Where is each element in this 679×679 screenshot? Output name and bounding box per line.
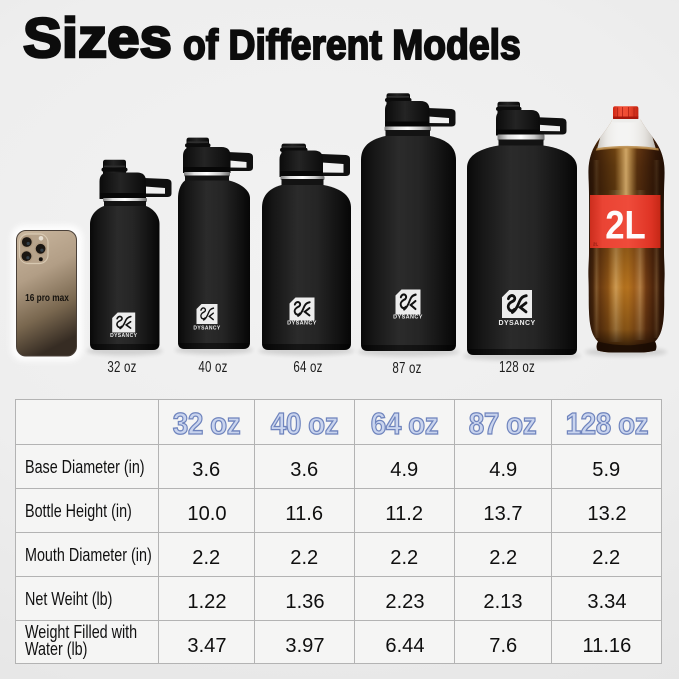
svg-text:DYSANCY: DYSANCY [498, 320, 535, 327]
svg-text:DYSANCY: DYSANCY [393, 315, 423, 321]
svg-text:2L: 2L [605, 202, 646, 247]
svg-text:DYSANCY: DYSANCY [193, 326, 221, 332]
svg-text:2L: 2L [593, 242, 599, 247]
svg-text:DYSANCY: DYSANCY [287, 321, 317, 327]
svg-text:DYSANCY: DYSANCY [110, 333, 138, 339]
